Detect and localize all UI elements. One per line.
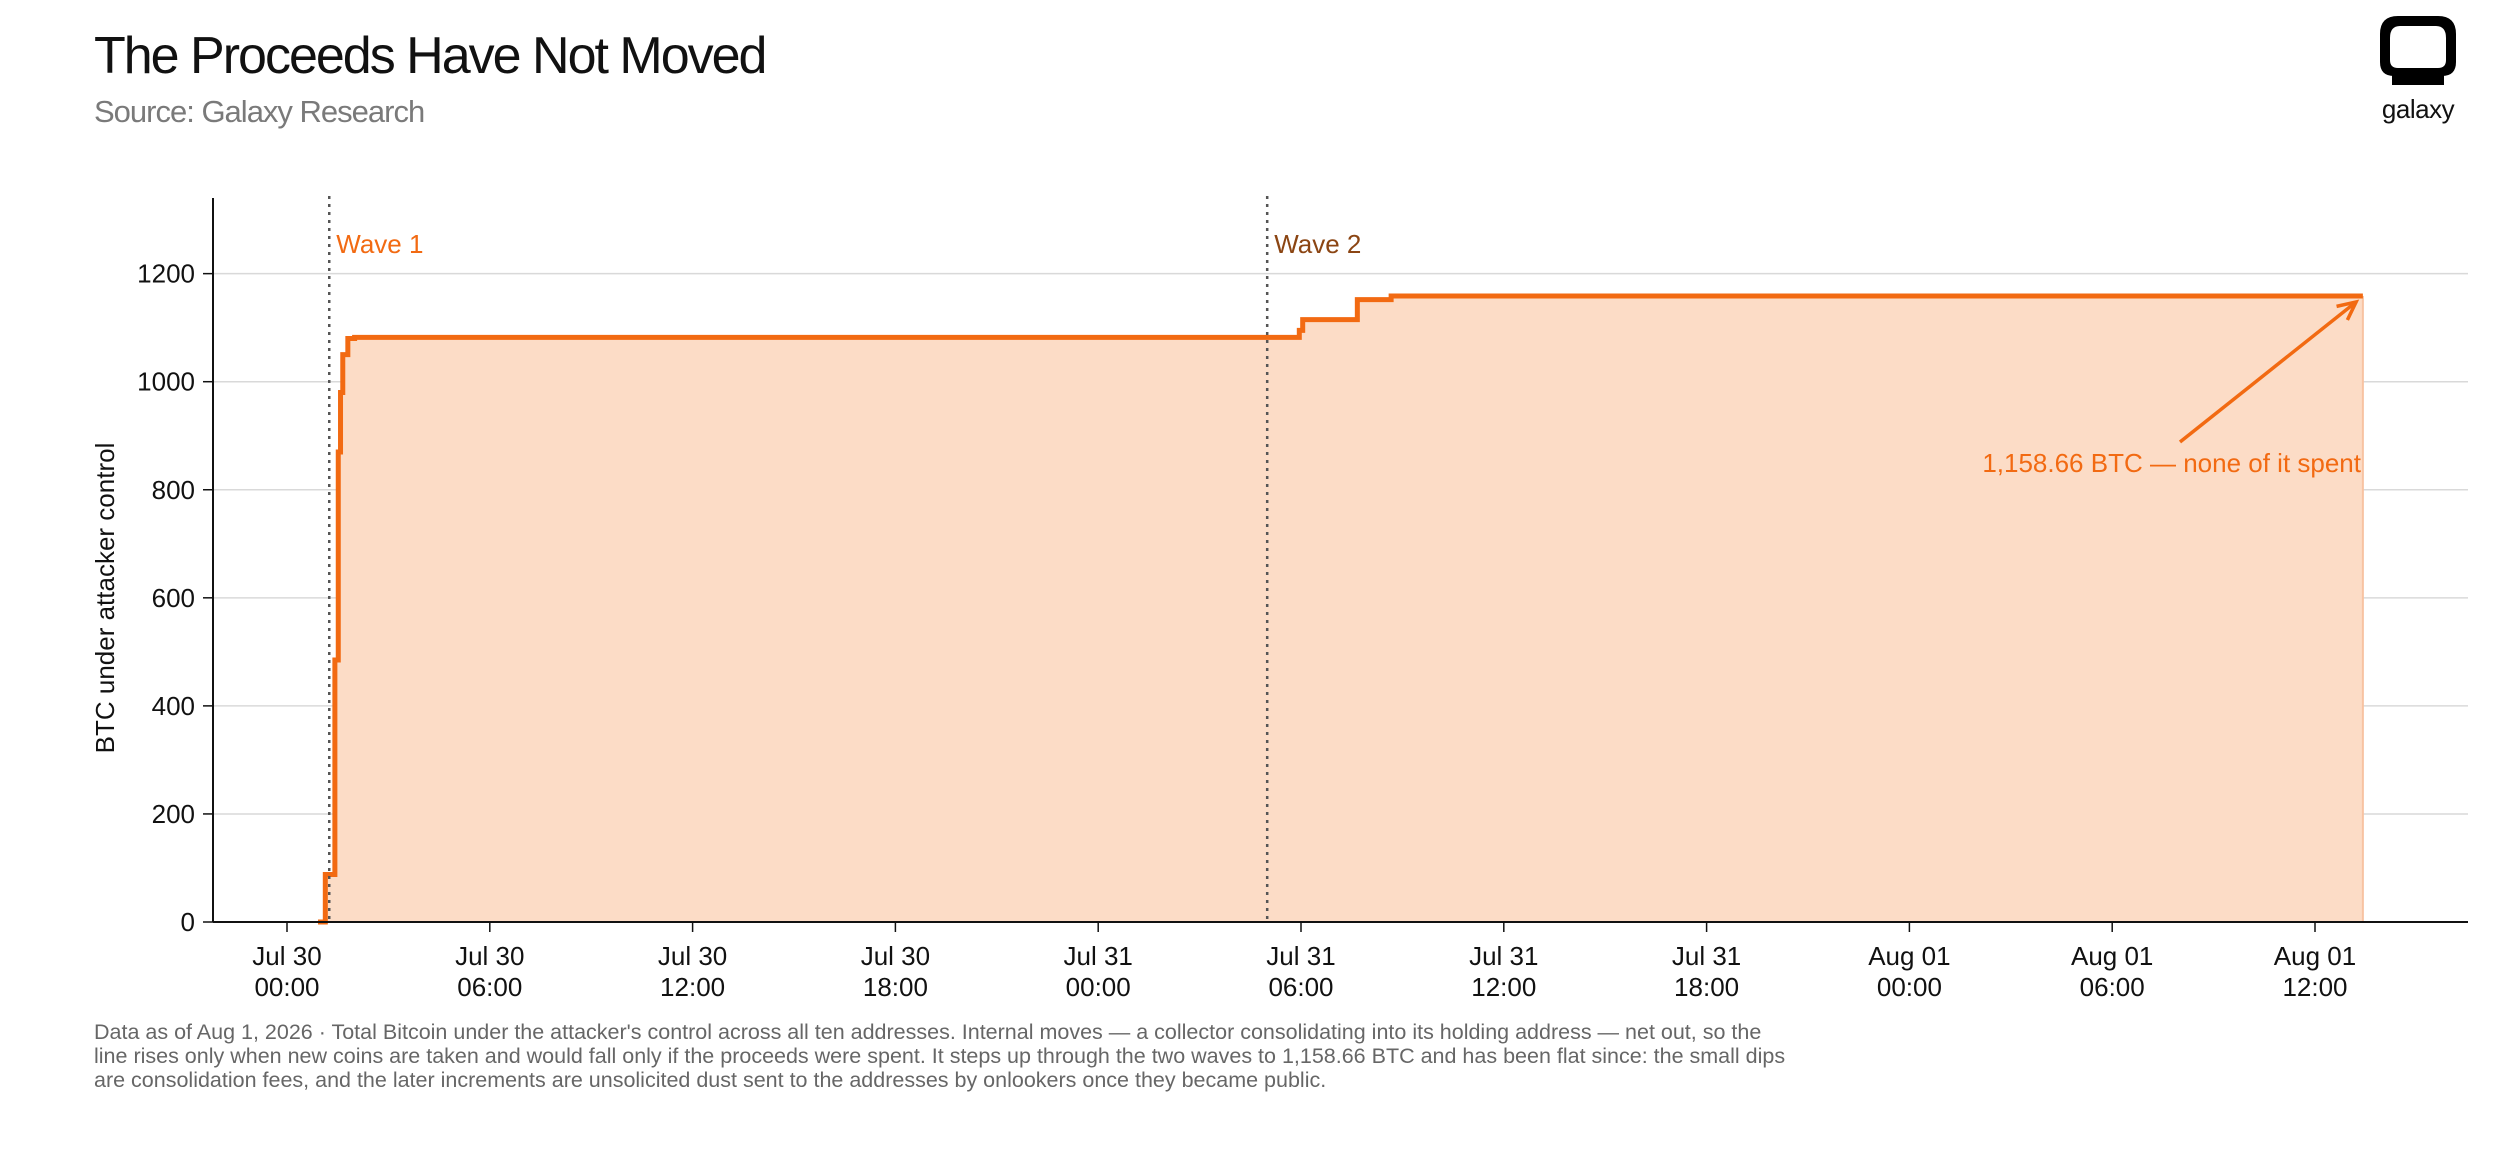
y-tick-label: 0	[181, 907, 195, 937]
x-tick-label: 12:00	[660, 972, 725, 1000]
y-axis-label: BTC under attacker control	[90, 443, 120, 754]
annotation-arrowhead	[2336, 299, 2360, 321]
footnote-line: Data as of Aug 1, 2026 · Total Bitcoin u…	[94, 1020, 1762, 1044]
x-tick-label: Jul 30	[658, 941, 727, 971]
series-area	[317, 293, 2364, 925]
y-tick-label: 200	[152, 799, 195, 829]
x-tick-label: Jul 31	[1469, 941, 1538, 971]
x-tick-label: 06:00	[457, 972, 522, 1000]
x-tick-label: 00:00	[1066, 972, 1131, 1000]
annotation-arrow	[2178, 300, 2358, 444]
x-tick-label: 12:00	[1471, 972, 1536, 1000]
brand-logo: galaxy	[2368, 10, 2468, 124]
galaxy-logo-icon	[2380, 16, 2456, 85]
x-tick-label: Aug 01	[2274, 941, 2356, 971]
y-tick-label: 600	[152, 583, 195, 613]
x-tick-label: 18:00	[863, 972, 928, 1000]
x-tick-label: Jul 31	[1064, 941, 1133, 971]
x-tick-label: Jul 30	[252, 941, 321, 971]
chart-area: Wave 1 Wave 2 0 200 400 600 800 1000 1200 Jul 30…	[90, 196, 2468, 1000]
annotation: 1,158.66 BTC — none of it spent	[1982, 299, 2362, 478]
x-tick-label: Jul 30	[861, 941, 930, 971]
y-tick-label: 400	[152, 691, 195, 721]
logo-text: galaxy	[2381, 94, 2455, 124]
x-tick-label: 00:00	[254, 972, 319, 1000]
y-tick-label: 1200	[137, 259, 195, 289]
wave-label: Wave 2	[1274, 229, 1361, 259]
y-tick-label: 1000	[137, 367, 195, 397]
footnote: Data as of Aug 1, 2026 · Total Bitcoin u…	[94, 1020, 1894, 1092]
y-tick-label: 800	[152, 475, 195, 505]
wave-markers: Wave 1 Wave 2	[328, 196, 1361, 922]
chart-subtitle: Source: Galaxy Research	[94, 94, 425, 129]
x-tick-label: 06:00	[2080, 972, 2145, 1000]
x-tick-label: Aug 01	[1868, 941, 1950, 971]
chart-title: The Proceeds Have Not Moved	[94, 27, 767, 85]
x-tick-label: Jul 31	[1672, 941, 1741, 971]
x-tick-label: Jul 31	[1266, 941, 1335, 971]
series-fill	[317, 295, 2363, 922]
wave-label: Wave 1	[336, 229, 423, 259]
x-tick-label: 12:00	[2282, 972, 2347, 1000]
x-tick-label: Jul 30	[455, 941, 524, 971]
x-tick-label: 18:00	[1674, 972, 1739, 1000]
axes	[203, 198, 2468, 932]
annotation-text: 1,158.66 BTC — none of it spent	[1982, 448, 2361, 478]
x-tick-label: 06:00	[1268, 972, 1333, 1000]
footnote-line: line rises only when new coins are taken…	[94, 1044, 1786, 1068]
footnote-line: are consolidation fees, and the later in…	[94, 1068, 1327, 1092]
x-tick-label: Aug 01	[2071, 941, 2153, 971]
series-line	[317, 293, 2363, 925]
x-tick-label: 00:00	[1877, 972, 1942, 1000]
